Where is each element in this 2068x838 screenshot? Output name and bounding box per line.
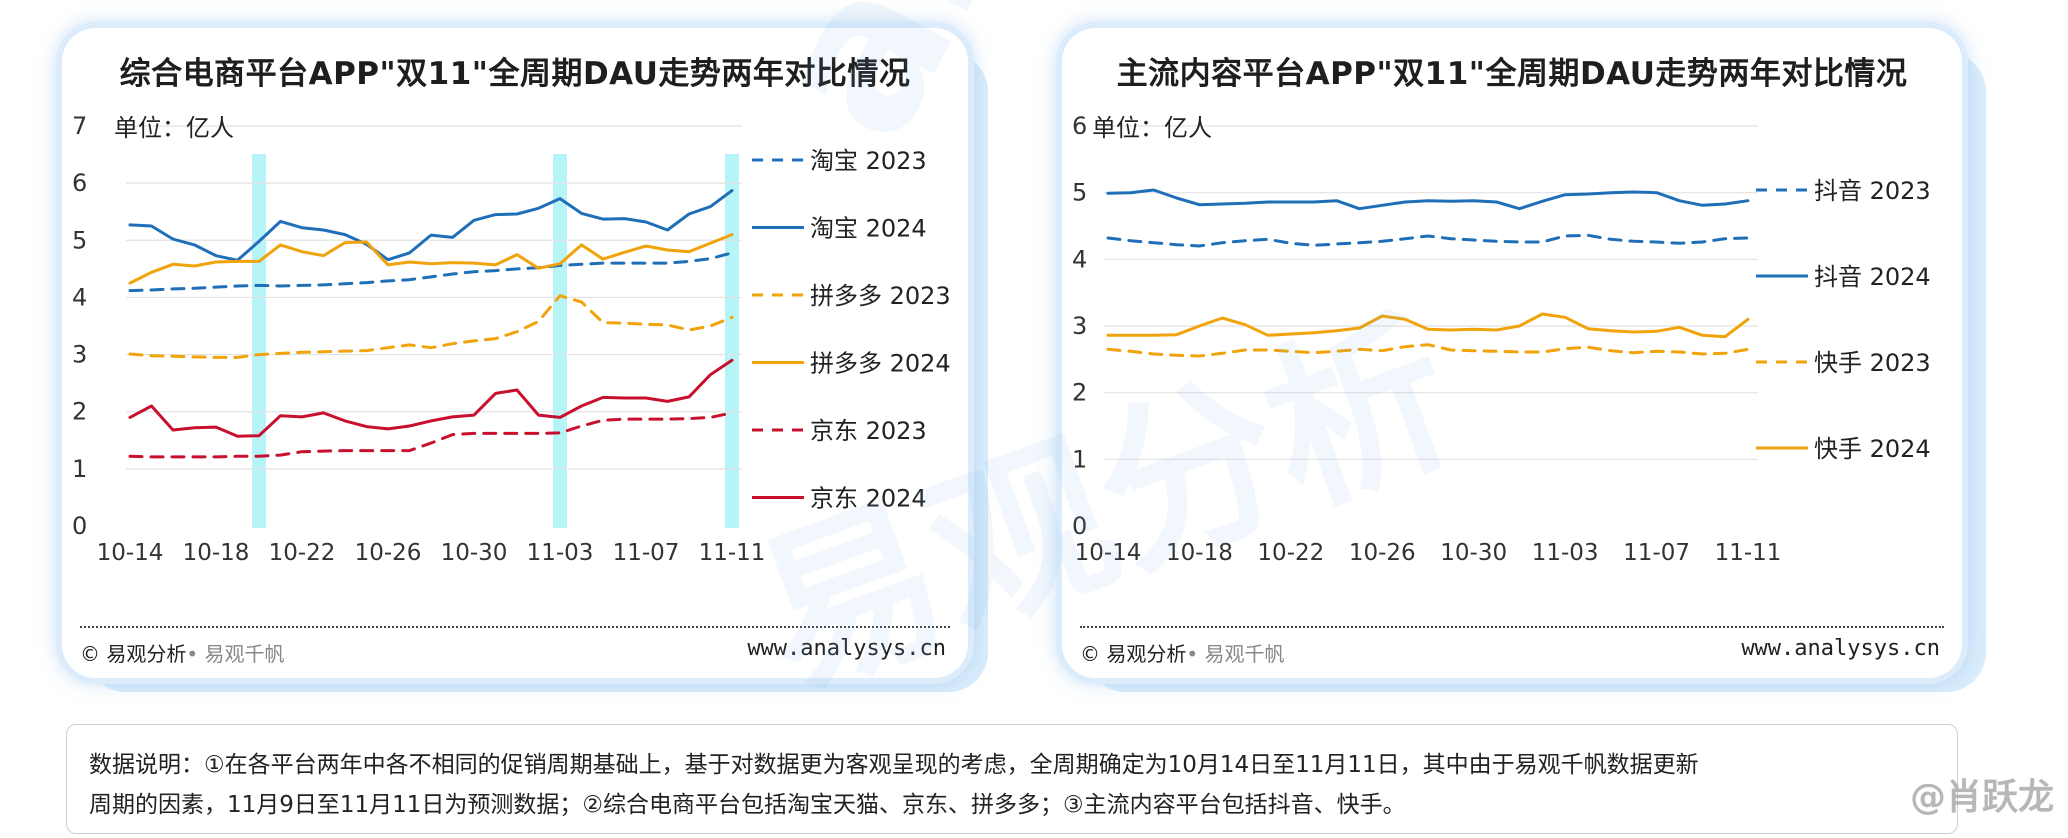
- series-line: [128, 294, 734, 359]
- y-tick-label: 4: [1072, 245, 1087, 273]
- legend-label: 京东 2024: [810, 485, 927, 513]
- series-line: [128, 411, 734, 459]
- highlight-band: [725, 154, 739, 528]
- series-line: [1106, 233, 1750, 248]
- data-note-line: 周期的因素，11月9日至11月11日为预测数据；②综合电商平台包括淘宝天猫、京东…: [89, 792, 1406, 818]
- legend-label: 快手 2023: [1814, 349, 1931, 377]
- x-tick-label: 10-30: [441, 540, 508, 566]
- footer-divider: [80, 626, 950, 628]
- x-tick-label: 10-26: [1349, 540, 1416, 566]
- chart-title: 主流内容平台APP"双11"全周期DAU走势两年对比情况: [1116, 56, 1908, 92]
- y-tick-label: 3: [1072, 312, 1087, 340]
- legend-label: 快手 2024: [1814, 435, 1931, 463]
- data-note-line: 数据说明：①在各平台两年中各不相同的促销周期基础上，基于对数据更为客观呈现的考虑…: [89, 752, 1699, 778]
- series-line: [1106, 343, 1750, 358]
- x-tick-label: 10-22: [269, 540, 336, 566]
- y-tick-label: 6: [1072, 112, 1087, 140]
- website-link[interactable]: www.analysys.cn: [747, 636, 946, 661]
- series-line: [128, 251, 734, 293]
- x-tick-label: 11-03: [527, 540, 594, 566]
- legend-label: 拼多多 2024: [810, 350, 951, 378]
- website-link[interactable]: www.analysys.cn: [1741, 636, 1940, 661]
- x-tick-label: 11-11: [699, 540, 766, 566]
- unit-label: 单位：亿人: [114, 114, 234, 142]
- copyright-text: © 易观分析: [80, 642, 187, 666]
- copyright-text: © 易观分析: [1080, 642, 1187, 666]
- legend-label: 抖音 2024: [1814, 263, 1931, 291]
- content-dau-chart: 0 1 2 3 4 5 6 单位：亿人 10-14 10-18 10-22 10-26 10-30 11-…: [1072, 112, 1931, 566]
- legend-label: 淘宝 2024: [810, 215, 927, 243]
- y-tick-label: 3: [72, 341, 87, 369]
- series-line: [128, 358, 734, 438]
- weibo-watermark: @肖跃龙: [1909, 777, 2054, 818]
- ecommerce-dau-chart: 0 1 2 3 4 5 6 7 单位：亿人 10-14 10-18 10-22 10-26 10-30 11…: [72, 112, 951, 566]
- series-line: [1106, 188, 1750, 211]
- y-tick-label: 6: [72, 169, 87, 197]
- series-line: [128, 189, 734, 262]
- x-tick-label: 11-11: [1715, 540, 1782, 566]
- x-tick-label: 10-18: [1166, 540, 1233, 566]
- legend-label: 淘宝 2023: [810, 147, 927, 175]
- y-tick-label: 2: [72, 398, 87, 426]
- x-tick-label: 11-07: [613, 540, 680, 566]
- copyright: © 易观分析• 易观千帆: [1080, 638, 1285, 667]
- copyright: © 易观分析• 易观千帆: [80, 638, 285, 667]
- x-tick-label: 10-30: [1440, 540, 1507, 566]
- highlight-band: [553, 154, 567, 528]
- chart-card-content: 主流内容平台APP"双11"全周期DAU走势两年对比情况 0 1 2 3 4 5 6 单位：亿…: [1062, 28, 1962, 678]
- copyright-source: • 易观千帆: [1186, 642, 1285, 666]
- highlight-band: [252, 154, 266, 528]
- x-tick-label: 10-22: [1257, 540, 1324, 566]
- x-tick-label: 10-14: [1075, 540, 1142, 566]
- y-tick-label: 4: [72, 283, 87, 311]
- y-tick-label: 5: [1072, 179, 1087, 207]
- legend-label: 抖音 2023: [1814, 177, 1931, 205]
- x-tick-label: 10-26: [355, 540, 422, 566]
- x-tick-label: 11-03: [1532, 540, 1599, 566]
- y-tick-label: 7: [72, 112, 87, 140]
- x-tick-label: 10-18: [183, 540, 250, 566]
- chart-title: 综合电商平台APP"双11"全周期DAU走势两年对比情况: [119, 56, 911, 92]
- chart-card-ecommerce: 综合电商平台APP"双11"全周期DAU走势两年对比情况 0 1 2 3 4 5 6 7 单位：…: [62, 28, 968, 678]
- y-tick-label: 1: [72, 455, 87, 483]
- y-tick-label: 0: [1072, 512, 1087, 540]
- x-tick-label: 10-14: [97, 540, 164, 566]
- legend-label: 京东 2023: [810, 417, 927, 445]
- copyright-source: • 易观千帆: [186, 642, 285, 666]
- y-tick-label: 5: [72, 226, 87, 254]
- y-tick-label: 0: [72, 512, 87, 540]
- y-tick-label: 2: [1072, 379, 1087, 407]
- data-note: 数据说明：①在各平台两年中各不相同的促销周期基础上，基于对数据更为客观呈现的考虑…: [66, 724, 1958, 834]
- series-line: [1106, 312, 1750, 339]
- x-tick-label: 11-07: [1623, 540, 1690, 566]
- footer-divider: [1080, 626, 1944, 628]
- y-tick-label: 1: [1072, 445, 1087, 473]
- series-line: [128, 233, 734, 285]
- unit-label: 单位：亿人: [1092, 114, 1212, 142]
- legend-label: 拼多多 2023: [810, 282, 951, 310]
